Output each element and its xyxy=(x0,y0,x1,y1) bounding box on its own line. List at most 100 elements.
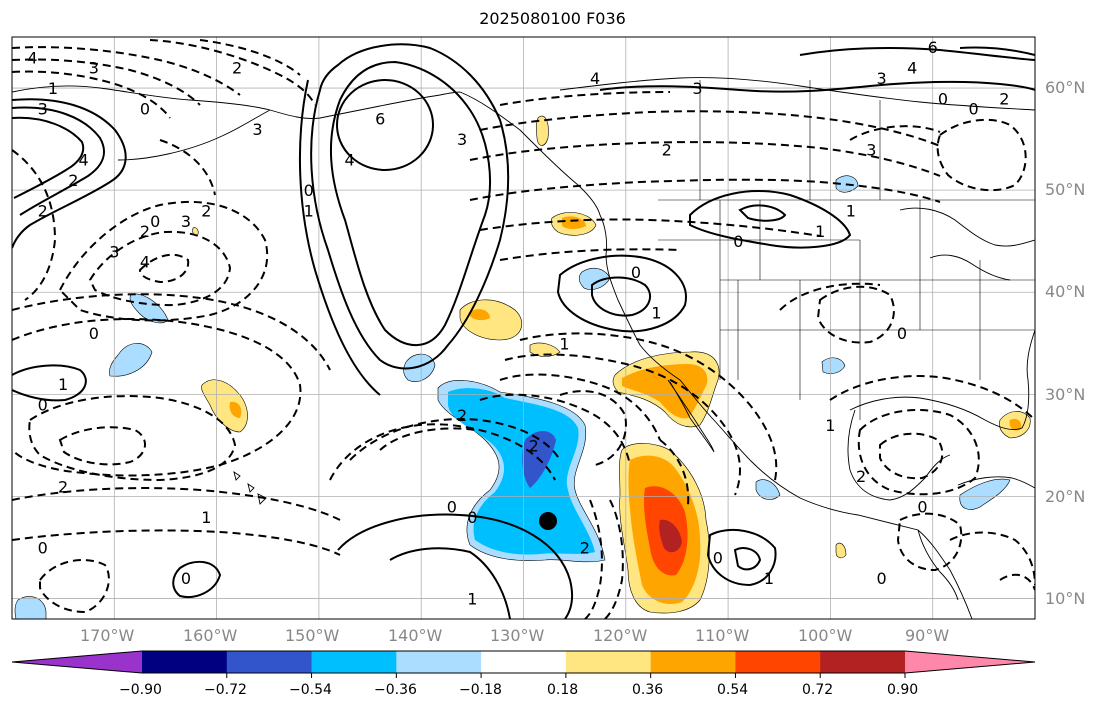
colorbar-extend-high xyxy=(905,651,1035,673)
contour-label: 6 xyxy=(928,38,938,57)
contour-label: 1 xyxy=(467,590,477,609)
colorbar xyxy=(11,650,1036,678)
contour-label: 0 xyxy=(467,508,477,527)
contour-label: 2 xyxy=(580,539,590,558)
colorbar-tick: 0.90 xyxy=(887,682,919,698)
lat-label: 50°N xyxy=(1045,180,1086,199)
lat-label: 40°N xyxy=(1045,282,1086,301)
colorbar-segment xyxy=(226,651,313,673)
lat-label: 30°N xyxy=(1045,385,1086,404)
colorbar-segment xyxy=(735,651,821,673)
colorbar-segment xyxy=(565,651,652,673)
contour-label: 4 xyxy=(27,48,37,67)
storm-center-marker xyxy=(539,512,557,530)
contour-label: 1 xyxy=(58,375,68,394)
contour-label: 3 xyxy=(457,130,467,149)
contour-label: 0 xyxy=(917,498,927,517)
contour-label: 4 xyxy=(590,69,600,88)
colorbar-segment xyxy=(142,651,228,673)
colorbar-tick: −0.36 xyxy=(374,682,417,698)
coastlines xyxy=(12,77,1035,619)
contour-label: 1 xyxy=(846,202,856,221)
contour-label: 3 xyxy=(252,120,262,139)
contour-label: 2 xyxy=(58,477,68,496)
colorbar-segment xyxy=(650,651,736,673)
colorbar-segment xyxy=(311,651,397,673)
contour-label: 3 xyxy=(89,59,99,78)
contour-label: 0 xyxy=(897,324,907,343)
contour-label: 3 xyxy=(876,69,886,88)
contour-label: 2 xyxy=(38,202,48,221)
negative-contours xyxy=(12,39,1035,619)
colorbar-tick: −0.54 xyxy=(289,682,332,698)
contour-label: 3 xyxy=(866,140,876,159)
contour-label: 2 xyxy=(201,202,211,221)
contour-label: 2 xyxy=(232,59,242,78)
graticule xyxy=(12,37,1035,619)
contour-label: 0 xyxy=(89,324,99,343)
contour-label: 4 xyxy=(344,151,354,170)
colorbar-tick: −0.72 xyxy=(204,682,247,698)
colorbar-tick: 0.18 xyxy=(547,682,579,698)
positive-anomaly-shading xyxy=(192,115,1031,614)
contour-label: 1 xyxy=(304,202,314,221)
colorbar-tick: 0.72 xyxy=(802,682,834,698)
contour-label: 3 xyxy=(38,99,48,118)
contour-label: 0 xyxy=(38,539,48,558)
colorbar-tick: 0.54 xyxy=(717,682,749,698)
contour-label: 0 xyxy=(447,498,457,517)
lon-label: 110°W xyxy=(695,626,750,645)
lon-label: 170°W xyxy=(80,626,135,645)
contour-label: 1 xyxy=(201,508,211,527)
contour-label: 4 xyxy=(140,253,150,272)
contour-label: 3 xyxy=(109,242,119,261)
contour-label: 2 xyxy=(856,467,866,486)
contour-label: 0 xyxy=(38,396,48,415)
colorbar-segment xyxy=(396,651,482,673)
colorbar-extend-low xyxy=(12,651,142,673)
positive-contours xyxy=(12,43,1035,619)
contour-label: 4 xyxy=(907,59,917,78)
lat-label: 10°N xyxy=(1045,589,1086,608)
map-title: 2025080100 F036 xyxy=(479,9,626,28)
lon-label: 140°W xyxy=(388,626,443,645)
contour-label: 0 xyxy=(631,263,641,282)
contour-label: 3 xyxy=(181,212,191,231)
contour-label: 0 xyxy=(969,99,979,118)
contour-label: 0 xyxy=(150,212,160,231)
contour-label: 0 xyxy=(938,89,948,108)
colorbar-tick: 0.36 xyxy=(632,682,664,698)
contour-label: 2 xyxy=(140,222,150,241)
contour-label: 1 xyxy=(651,304,661,323)
contour-label: 1 xyxy=(559,334,569,353)
contour-label: 1 xyxy=(815,222,825,241)
contour-label: 0 xyxy=(304,181,314,200)
colorbar-tick: −0.90 xyxy=(119,682,162,698)
negative-anomaly-shading xyxy=(14,175,1011,619)
contour-label: 0 xyxy=(181,569,191,588)
contour-label: 0 xyxy=(140,99,150,118)
contour-label: 2 xyxy=(68,171,78,190)
lon-label: 120°W xyxy=(593,626,648,645)
contour-label: 2 xyxy=(662,140,672,159)
colorbar-segment xyxy=(820,651,906,673)
contour-label: 0 xyxy=(876,569,886,588)
lon-label: 130°W xyxy=(490,626,545,645)
contour-label: 1 xyxy=(825,416,835,435)
contour-label: 1 xyxy=(48,79,58,98)
contour-label: 2 xyxy=(529,436,539,455)
contour-label: 2 xyxy=(999,89,1009,108)
colorbar-outline xyxy=(11,650,1036,674)
lat-label: 60°N xyxy=(1045,78,1086,97)
lon-label: 90°W xyxy=(905,626,950,645)
lat-label: 20°N xyxy=(1045,487,1086,506)
contour-label: 3 xyxy=(692,79,702,98)
lon-label: 150°W xyxy=(285,626,340,645)
map-frame xyxy=(11,36,1036,620)
colorbar-tick: −0.18 xyxy=(459,682,502,698)
contour-label: 6 xyxy=(375,110,385,129)
contour-label: 2 xyxy=(457,406,467,425)
lon-label: 100°W xyxy=(798,626,853,645)
contour-label: 0 xyxy=(733,232,743,251)
